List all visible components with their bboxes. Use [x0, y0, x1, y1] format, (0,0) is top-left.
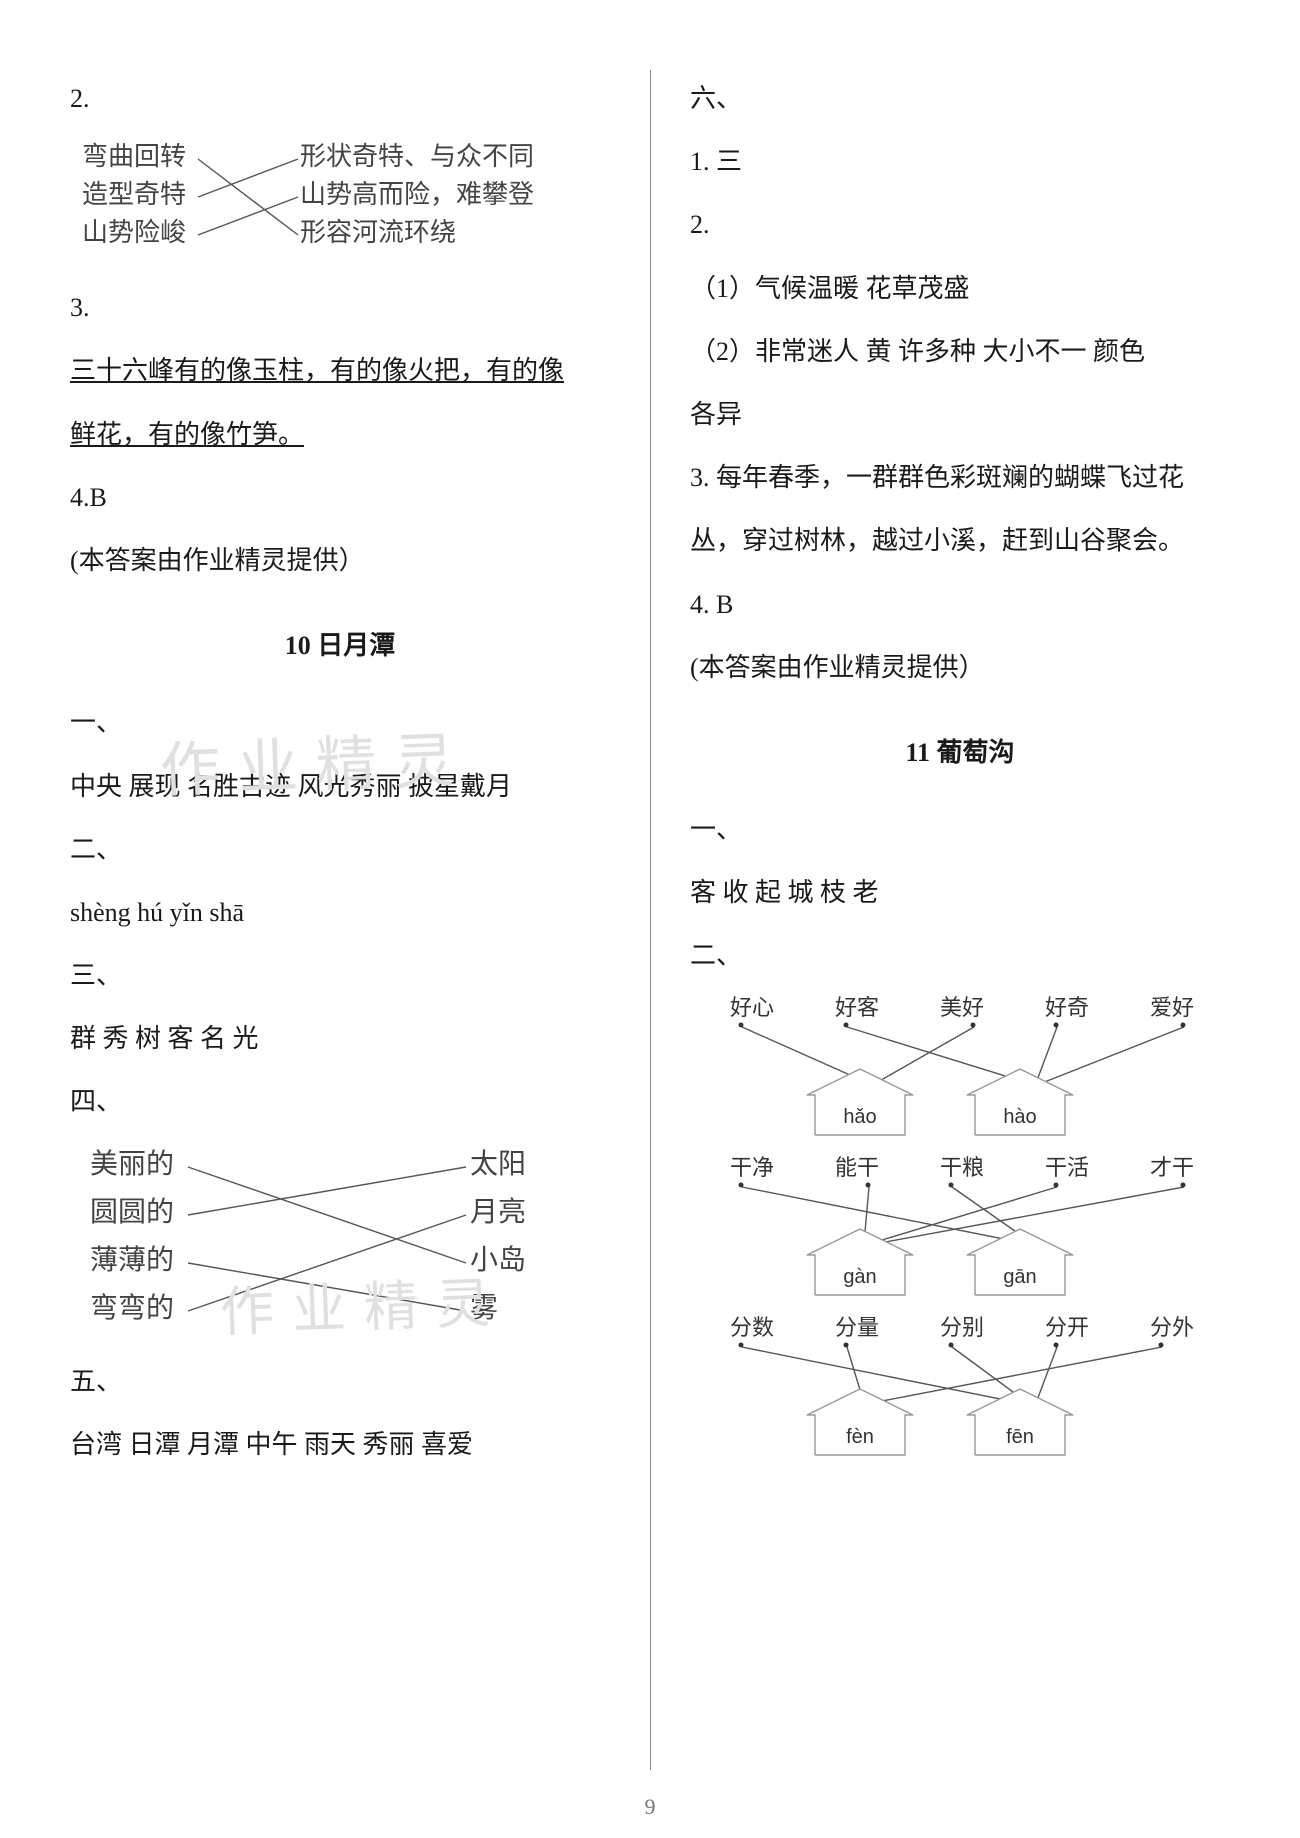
svg-text:分数: 分数: [730, 1315, 774, 1340]
s6-q3b: 丛，穿过树林，越过小溪，赶到山谷聚会。: [690, 512, 1230, 569]
svg-text:好奇: 好奇: [1045, 995, 1089, 1020]
svg-text:爱好: 爱好: [1150, 995, 1194, 1020]
svg-text:好心: 好心: [730, 995, 774, 1020]
svg-text:美丽的: 美丽的: [90, 1148, 174, 1180]
section3-label: 三、: [70, 947, 610, 1004]
q3-text-1: 三十六峰有的像玉柱，有的像火把，有的像: [70, 342, 610, 399]
svg-text:弯曲回转: 弯曲回转: [82, 142, 186, 171]
house-row-1: gàn gān 干净 能干 干粮 干活 才干: [690, 1151, 1230, 1301]
s6-q2-2b: 各异: [690, 386, 1230, 443]
left-column: 2. 弯曲回转造型奇特山势险峻形状奇特、与众不同山势高而险，难攀登形容河流环绕 …: [60, 70, 650, 1798]
svg-text:雾: 雾: [470, 1293, 498, 1324]
svg-text:分开: 分开: [1045, 1315, 1089, 1340]
q3-text-2: 鲜花，有的像竹笋。: [70, 406, 610, 463]
svg-text:山势高而险，难攀登: 山势高而险，难攀登: [300, 180, 534, 209]
svg-text:薄薄的: 薄薄的: [90, 1244, 174, 1276]
section1-text: 中央 展现 名胜古迹 风光秀丽 披星戴月: [70, 758, 610, 815]
q2-matching-diagram: 弯曲回转造型奇特山势险峻 形状奇特、与众不同山势高而险，难攀登形容河流环绕: [70, 135, 610, 265]
r-section1-text: 客 收 起 城 枝 老: [690, 864, 1230, 921]
house-row-2: fèn fēn 分数 分量 分别 分开 分外: [690, 1311, 1230, 1461]
s6-q3a: 3. 每年春季，一群群色彩斑斓的蝴蝶飞过花: [690, 449, 1230, 506]
section4-label: 四、: [70, 1073, 610, 1130]
svg-text:形容河流环绕: 形容河流环绕: [300, 218, 456, 247]
s6-q2-2a: （2）非常迷人 黄 许多种 大小不一 颜色: [690, 323, 1230, 380]
q4-text: 4.B: [70, 469, 610, 526]
page: 2. 弯曲回转造型奇特山势险峻形状奇特、与众不同山势高而险，难攀登形容河流环绕 …: [0, 0, 1300, 1838]
r-section2-label: 二、: [690, 927, 1230, 984]
spacer: [70, 680, 610, 694]
svg-text:hǎo: hǎo: [843, 1106, 876, 1128]
svg-text:小岛: 小岛: [470, 1244, 526, 1276]
section5-text: 台湾 日潭 月潭 中午 雨天 秀丽 喜爱: [70, 1416, 610, 1473]
section5-label: 五、: [70, 1353, 610, 1410]
q2-label: 2.: [70, 70, 610, 127]
svg-text:太阳: 太阳: [470, 1148, 526, 1180]
page-number: 9: [0, 1794, 1300, 1820]
lesson10-title: 10 日月潭: [70, 617, 610, 674]
svg-text:山势险峻: 山势险峻: [82, 218, 186, 247]
svg-text:gàn: gàn: [843, 1266, 876, 1288]
house-svg-0: hǎo hào 好心 好客 美好 好奇 爱好: [690, 991, 1230, 1141]
svg-text:弯弯的: 弯弯的: [90, 1292, 174, 1324]
svg-text:好客: 好客: [835, 995, 879, 1020]
q3-label: 3.: [70, 279, 610, 336]
section2-label: 二、: [70, 821, 610, 878]
svg-text:才干: 才干: [1150, 1155, 1194, 1180]
svg-text:分外: 分外: [1150, 1315, 1194, 1340]
house-row-0: hǎo hào 好心 好客 美好 好奇 爱好: [690, 991, 1230, 1141]
spacer: [690, 787, 1230, 801]
section1-label: 一、: [70, 694, 610, 751]
s6-q2-label: 2.: [690, 196, 1230, 253]
svg-text:hào: hào: [1003, 1106, 1036, 1128]
svg-text:能干: 能干: [835, 1155, 879, 1180]
svg-text:fèn: fèn: [846, 1426, 874, 1448]
r-section1-label: 一、: [690, 801, 1230, 858]
svg-text:月亮: 月亮: [470, 1196, 526, 1228]
svg-text:gān: gān: [1003, 1266, 1036, 1288]
s6-q4: 4. B: [690, 576, 1230, 633]
svg-text:分量: 分量: [835, 1315, 879, 1340]
s4-svg: 美丽的圆圆的薄薄的弯弯的 太阳月亮小岛雾: [70, 1139, 570, 1339]
section6-label: 六、: [690, 70, 1230, 127]
svg-text:形状奇特、与众不同: 形状奇特、与众不同: [300, 142, 534, 171]
credit-right: (本答案由作业精灵提供）: [690, 639, 1230, 696]
s6-q2-1: （1）气候温暖 花草茂盛: [690, 260, 1230, 317]
svg-text:圆圆的: 圆圆的: [90, 1196, 174, 1228]
s4-matching-diagram: 美丽的圆圆的薄薄的弯弯的太阳月亮小岛雾 作业精灵: [70, 1139, 610, 1339]
svg-text:美好: 美好: [940, 995, 984, 1020]
house-svg-1: gàn gān 干净 能干 干粮 干活 才干: [690, 1151, 1230, 1301]
section2-text: shèng hú yǐn shā: [70, 884, 610, 941]
spacer: [70, 595, 610, 617]
lesson11-title: 11 葡萄沟: [690, 724, 1230, 781]
svg-text:造型奇特: 造型奇特: [82, 180, 186, 209]
svg-text:分别: 分别: [940, 1315, 984, 1340]
svg-text:fēn: fēn: [1006, 1426, 1034, 1448]
svg-text:干粮: 干粮: [940, 1155, 984, 1180]
house-svg-2: fèn fēn 分数 分量 分别 分开 分外: [690, 1311, 1230, 1461]
svg-text:干净: 干净: [730, 1155, 774, 1180]
q2-svg: 弯曲回转造型奇特山势险峻 形状奇特、与众不同山势高而险，难攀登形容河流环绕: [70, 135, 590, 265]
spacer: [690, 702, 1230, 724]
credit-left: (本答案由作业精灵提供）: [70, 532, 610, 589]
right-column: 六、 1. 三 2. （1）气候温暖 花草茂盛 （2）非常迷人 黄 许多种 大小…: [650, 70, 1240, 1798]
section3-text: 群 秀 树 客 名 光: [70, 1010, 610, 1067]
column-divider: [650, 70, 651, 1770]
svg-text:干活: 干活: [1045, 1155, 1089, 1180]
s6-q1: 1. 三: [690, 133, 1230, 190]
